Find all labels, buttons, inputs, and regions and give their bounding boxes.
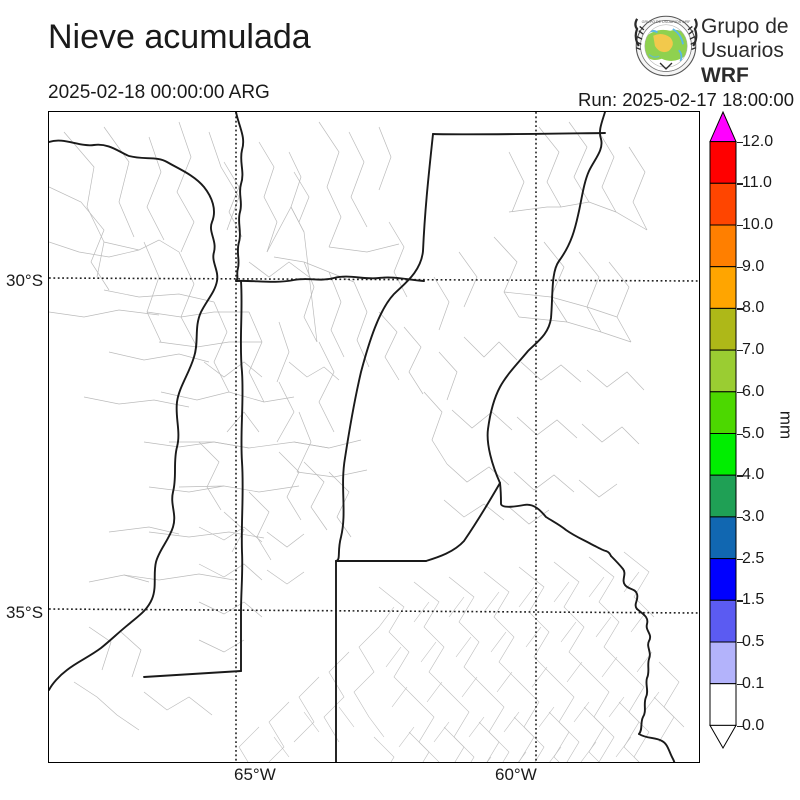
svg-text:GRUPO DE USUARIOS WRF: GRUPO DE USUARIOS WRF — [642, 20, 692, 24]
svg-text:mm: mm — [777, 411, 796, 439]
